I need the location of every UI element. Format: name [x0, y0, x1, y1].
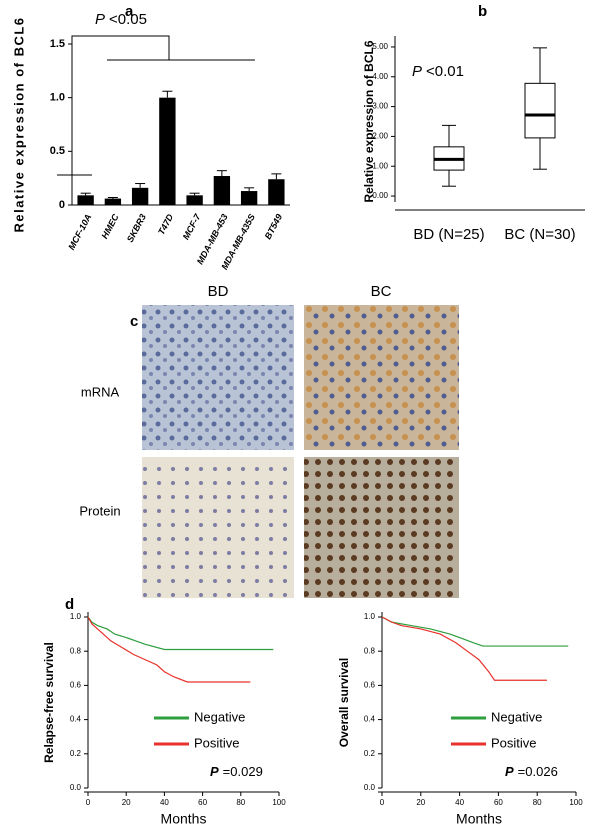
- micrograph: [142, 457, 294, 598]
- y-tick-label: 5.00: [372, 42, 388, 51]
- x-tick-label: 100: [272, 798, 286, 807]
- x-tick-label: 80: [533, 798, 542, 807]
- y-tick-label: 0.5: [50, 145, 65, 157]
- x-tick-label: 20: [416, 798, 425, 807]
- y-tick-label: 0.0: [70, 783, 82, 792]
- y-tick-label: 0.2: [70, 749, 82, 758]
- bar: [77, 195, 94, 205]
- survival-line: [381, 616, 547, 681]
- annotation-symbol: P: [412, 63, 422, 80]
- bar: [268, 179, 285, 205]
- x-axis-label: Months: [456, 811, 502, 827]
- annotation: P =0.029: [210, 764, 263, 779]
- micrograph: [304, 305, 459, 450]
- x-tick-label: BT549: [263, 212, 285, 241]
- x-tick-label: 40: [455, 798, 464, 807]
- y-tick-label: 0: [59, 199, 65, 211]
- y-tick-label: 4.00: [372, 72, 388, 81]
- y-tick-label: 0.00: [372, 191, 388, 200]
- x-axis-label: Months: [161, 811, 207, 827]
- y-axis-label: Relative expression of BCL6: [362, 40, 376, 202]
- bar: [131, 187, 149, 205]
- bar: [104, 198, 122, 205]
- x-tick-label: 60: [494, 798, 503, 807]
- survival-line: [87, 616, 274, 651]
- legend-label: Negative: [194, 709, 245, 724]
- y-tick-label: 0.4: [70, 715, 82, 724]
- x-tick-label: 0: [86, 798, 91, 807]
- x-tick-label: 20: [122, 798, 131, 807]
- panel-label: d: [65, 596, 74, 613]
- legend-label: Positive: [491, 735, 537, 750]
- x-tick-label: MCF-10A: [66, 212, 93, 251]
- significance-bracket: [57, 35, 255, 176]
- y-tick-label: 0.6: [70, 681, 82, 690]
- x-tick-label: 40: [160, 798, 169, 807]
- y-tick-label: 0.0: [364, 783, 376, 792]
- y-axis-label: Overall survival: [337, 658, 351, 747]
- annotation-text: <0.05: [109, 11, 147, 28]
- panel-label: b: [478, 3, 487, 20]
- panel-label: c: [130, 313, 138, 330]
- y-tick-label: 0.4: [364, 715, 376, 724]
- annotation: P =0.026: [505, 764, 558, 779]
- survival-line: [87, 616, 251, 683]
- y-tick-label: 1.0: [364, 612, 376, 621]
- x-tick-label: T47D: [156, 212, 175, 237]
- annotation-text: =0.026: [518, 764, 558, 779]
- y-tick-label: 3.00: [372, 102, 388, 111]
- y-tick-label: 1.00: [372, 161, 388, 170]
- column-label: BD: [208, 283, 229, 300]
- x-tick-label: BD (N=25): [413, 226, 484, 243]
- box: [524, 82, 556, 139]
- y-axis-label: Relative expression of BCL6: [11, 16, 26, 232]
- x-tick-label: MCF-7: [181, 211, 203, 241]
- annotation-symbol: P: [95, 11, 105, 28]
- x-tick-label: 100: [569, 798, 583, 807]
- x-tick-label: 0: [380, 798, 385, 807]
- y-tick-label: 1.5: [50, 38, 65, 50]
- column-label: BC: [371, 283, 392, 300]
- panel-c-images: [142, 305, 459, 598]
- panel-label: a: [125, 3, 134, 20]
- x-tick-label: BC (N=30): [504, 226, 575, 243]
- annotation-text: <0.01: [426, 63, 464, 80]
- x-tick-label: SKBR3: [125, 212, 148, 244]
- annotation: P <0.01: [412, 63, 464, 80]
- bracket-line: [71, 35, 170, 175]
- y-tick-label: 0.6: [364, 681, 376, 690]
- annotation: P <0.05: [95, 11, 147, 28]
- x-tick-label: HMEC: [99, 212, 121, 241]
- annotation-text: =0.029: [223, 764, 263, 779]
- annotation-symbol: P: [505, 764, 514, 779]
- bar: [240, 191, 258, 205]
- x-tick-label: 80: [236, 798, 245, 807]
- y-tick-label: 2.00: [372, 132, 388, 141]
- legend-label: Negative: [491, 709, 542, 724]
- survival-line: [381, 616, 569, 647]
- bar: [213, 176, 231, 205]
- y-tick-label: 1.0: [50, 92, 65, 104]
- y-tick-label: 0.8: [364, 646, 376, 655]
- row-label: Protein: [79, 503, 120, 518]
- annotation-symbol: P: [210, 764, 219, 779]
- micrograph: [142, 305, 294, 450]
- y-tick-label: 0.2: [364, 749, 376, 758]
- bar: [186, 195, 203, 205]
- bar: [159, 97, 176, 205]
- row-label: mRNA: [81, 384, 120, 399]
- micrograph: [304, 457, 459, 598]
- legend-label: Positive: [194, 735, 240, 750]
- x-tick-label: 60: [198, 798, 207, 807]
- y-tick-label: 0.8: [70, 646, 82, 655]
- y-tick-label: 1.0: [70, 612, 82, 621]
- y-axis-label: Relapse-free survival: [42, 642, 56, 763]
